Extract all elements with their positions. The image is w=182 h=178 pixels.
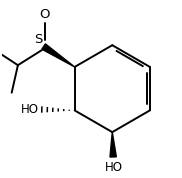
Polygon shape	[110, 132, 116, 157]
Text: HO: HO	[105, 161, 123, 174]
Text: S: S	[34, 33, 43, 46]
Polygon shape	[42, 44, 75, 67]
Text: HO: HO	[21, 103, 39, 116]
Text: O: O	[39, 8, 50, 21]
